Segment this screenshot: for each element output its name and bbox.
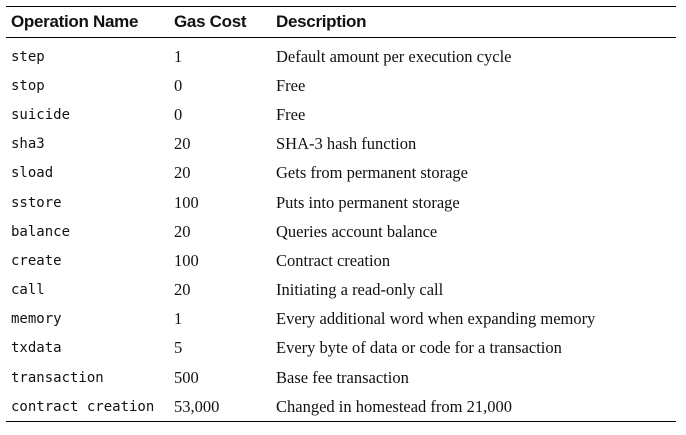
description-cell: Contract creation xyxy=(276,250,391,270)
description-cell: Base fee transaction xyxy=(276,367,409,387)
gas-cost-cell: 20 xyxy=(174,221,191,241)
operation-cell: create xyxy=(11,252,62,269)
table-row: sload 20 Gets from permanent storage xyxy=(6,159,676,188)
header-row: Operation Name Gas Cost Description xyxy=(6,6,676,38)
header-description: Description xyxy=(276,12,367,31)
description-cell: Queries account balance xyxy=(276,221,438,241)
operation-cell: transaction xyxy=(11,369,104,386)
gas-cost-cell: 0 xyxy=(174,75,183,95)
table-row: sstore 100 Puts into permanent storage xyxy=(6,188,676,217)
table-row: transaction 500 Base fee transaction xyxy=(6,363,676,392)
table-row: suicide 0 Free xyxy=(6,100,676,129)
table-row: memory 1 Every additional word when expa… xyxy=(6,305,676,334)
gas-cost-table: Operation Name Gas Cost Description step… xyxy=(6,6,676,422)
table-row: step 1 Default amount per execution cycl… xyxy=(6,38,676,72)
description-cell: Free xyxy=(276,104,306,124)
operation-cell: memory xyxy=(11,311,62,328)
gas-cost-cell: 1 xyxy=(174,46,183,66)
gas-cost-cell: 20 xyxy=(174,134,191,154)
gas-cost-cell: 100 xyxy=(174,250,199,270)
description-cell: SHA-3 hash function xyxy=(276,134,417,154)
table-row: stop 0 Free xyxy=(6,71,676,100)
operation-cell: sload xyxy=(11,165,54,182)
gas-cost-table-container: Operation Name Gas Cost Description step… xyxy=(6,6,676,422)
table-body: step 1 Default amount per execution cycl… xyxy=(6,38,676,422)
description-cell: Every additional word when expanding mem… xyxy=(276,309,596,329)
gas-cost-cell: 1 xyxy=(174,309,183,329)
operation-cell: txdata xyxy=(11,340,62,357)
table-row: create 100 Contract creation xyxy=(6,246,676,275)
gas-cost-cell: 53,000 xyxy=(174,396,220,416)
description-cell: Default amount per execution cycle xyxy=(276,46,512,66)
gas-cost-cell: 5 xyxy=(174,338,183,358)
description-cell: Every byte of data or code for a transac… xyxy=(276,338,562,358)
table-row: balance 20 Queries account balance xyxy=(6,217,676,246)
table-row: call 20 Initiating a read-only call xyxy=(6,276,676,305)
gas-cost-cell: 20 xyxy=(174,280,191,300)
gas-cost-cell: 100 xyxy=(174,192,199,212)
header-gas-cost: Gas Cost xyxy=(174,12,247,31)
header-operation-name: Operation Name xyxy=(11,12,139,31)
gas-cost-cell: 0 xyxy=(174,104,183,124)
gas-cost-cell: 20 xyxy=(174,163,191,183)
operation-cell: sha3 xyxy=(11,136,45,153)
operation-cell: balance xyxy=(11,223,71,240)
description-cell: Puts into permanent storage xyxy=(276,192,460,212)
table-header: Operation Name Gas Cost Description xyxy=(6,6,676,38)
table-row: sha3 20 SHA-3 hash function xyxy=(6,130,676,159)
operation-cell: stop xyxy=(11,77,45,94)
description-cell: Initiating a read-only call xyxy=(276,280,444,300)
description-cell: Gets from permanent storage xyxy=(276,163,468,183)
description-cell: Changed in homestead from 21,000 xyxy=(276,396,512,416)
table-row: contract creation 53,000 Changed in home… xyxy=(6,392,676,422)
gas-cost-cell: 500 xyxy=(174,367,199,387)
operation-cell: step xyxy=(11,48,45,65)
table-row: txdata 5 Every byte of data or code for … xyxy=(6,334,676,363)
operation-cell: contract creation xyxy=(11,398,155,415)
operation-cell: call xyxy=(11,282,45,299)
operation-cell: sstore xyxy=(11,194,62,211)
operation-cell: suicide xyxy=(11,106,71,123)
description-cell: Free xyxy=(276,75,306,95)
